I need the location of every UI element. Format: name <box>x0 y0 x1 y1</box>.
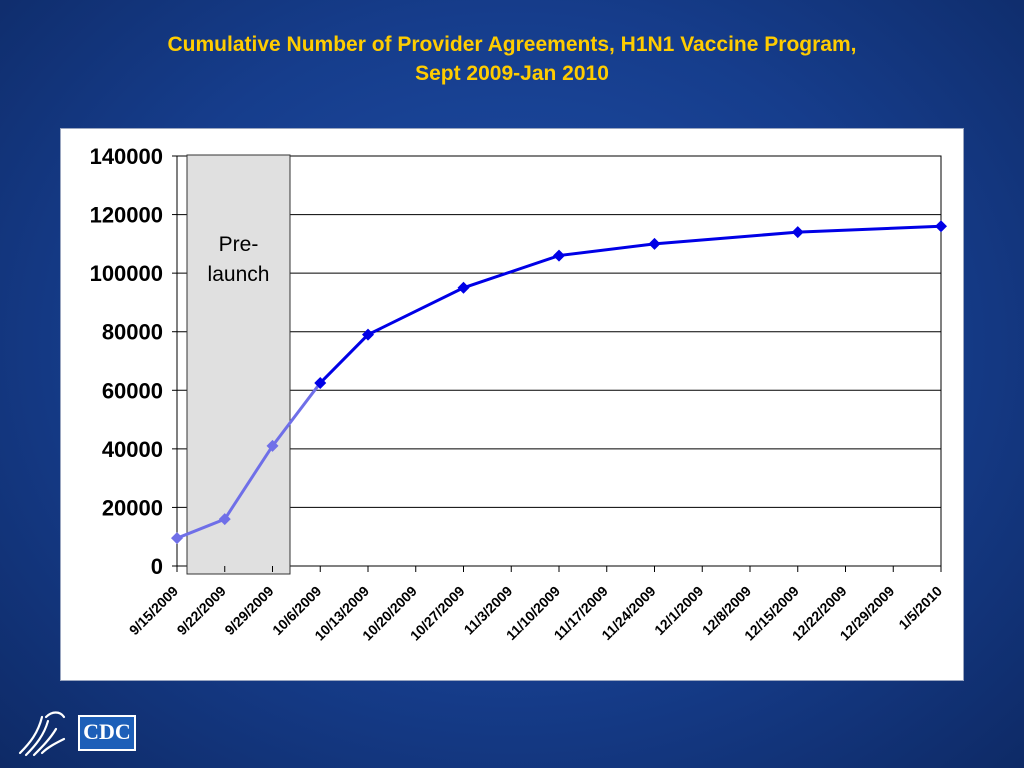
logo-area: CDC <box>12 703 136 761</box>
x-tick-label: 12/1/2009 <box>651 583 707 639</box>
data-point-marker <box>218 513 231 526</box>
plot-area <box>176 155 942 567</box>
y-tick-label: 80000 <box>102 320 163 345</box>
y-tick-label: 100000 <box>90 261 163 286</box>
x-tick-label: 9/15/2009 <box>126 583 182 639</box>
title-line-1: Cumulative Number of Provider Agreements… <box>167 33 857 56</box>
y-tick-label: 140000 <box>90 144 163 169</box>
line-chart: 0 20000 40000 60000 80000 100000 120000 140000 P… <box>90 144 947 644</box>
prelaunch-label-line2: launch <box>208 263 270 286</box>
prelaunch-region <box>186 154 291 575</box>
data-point-marker <box>648 237 661 250</box>
y-tick-label: 60000 <box>102 378 163 403</box>
data-point-marker <box>314 376 327 389</box>
x-tick-label: 1/5/2010 <box>895 583 945 633</box>
x-tick-label: 9/29/2009 <box>221 583 277 639</box>
chart-panel: 0 20000 40000 60000 80000 100000 120000 140000 P… <box>60 128 964 681</box>
y-tick-label: 20000 <box>102 495 163 520</box>
y-tick-label: 0 <box>151 554 163 579</box>
data-point-marker <box>266 439 279 452</box>
hhs-eagle-logo <box>18 711 66 757</box>
cdc-logo: CDC <box>78 715 136 751</box>
x-tick-label: 9/22/2009 <box>174 583 230 639</box>
data-point-marker <box>553 249 565 262</box>
data-point-marker <box>935 220 947 233</box>
data-point-marker <box>171 532 183 545</box>
slide-title: Cumulative Number of Provider Agreements… <box>0 30 1024 88</box>
data-point-marker <box>457 281 470 294</box>
series-line-prelaunch <box>176 382 322 540</box>
title-line-2: Sept 2009-Jan 2010 <box>415 62 609 85</box>
data-point-marker <box>362 328 374 341</box>
data-point-marker <box>791 226 804 239</box>
y-tick-label: 40000 <box>102 437 163 462</box>
y-tick-label: 120000 <box>90 203 163 228</box>
prelaunch-label-line1: Pre- <box>219 233 259 256</box>
